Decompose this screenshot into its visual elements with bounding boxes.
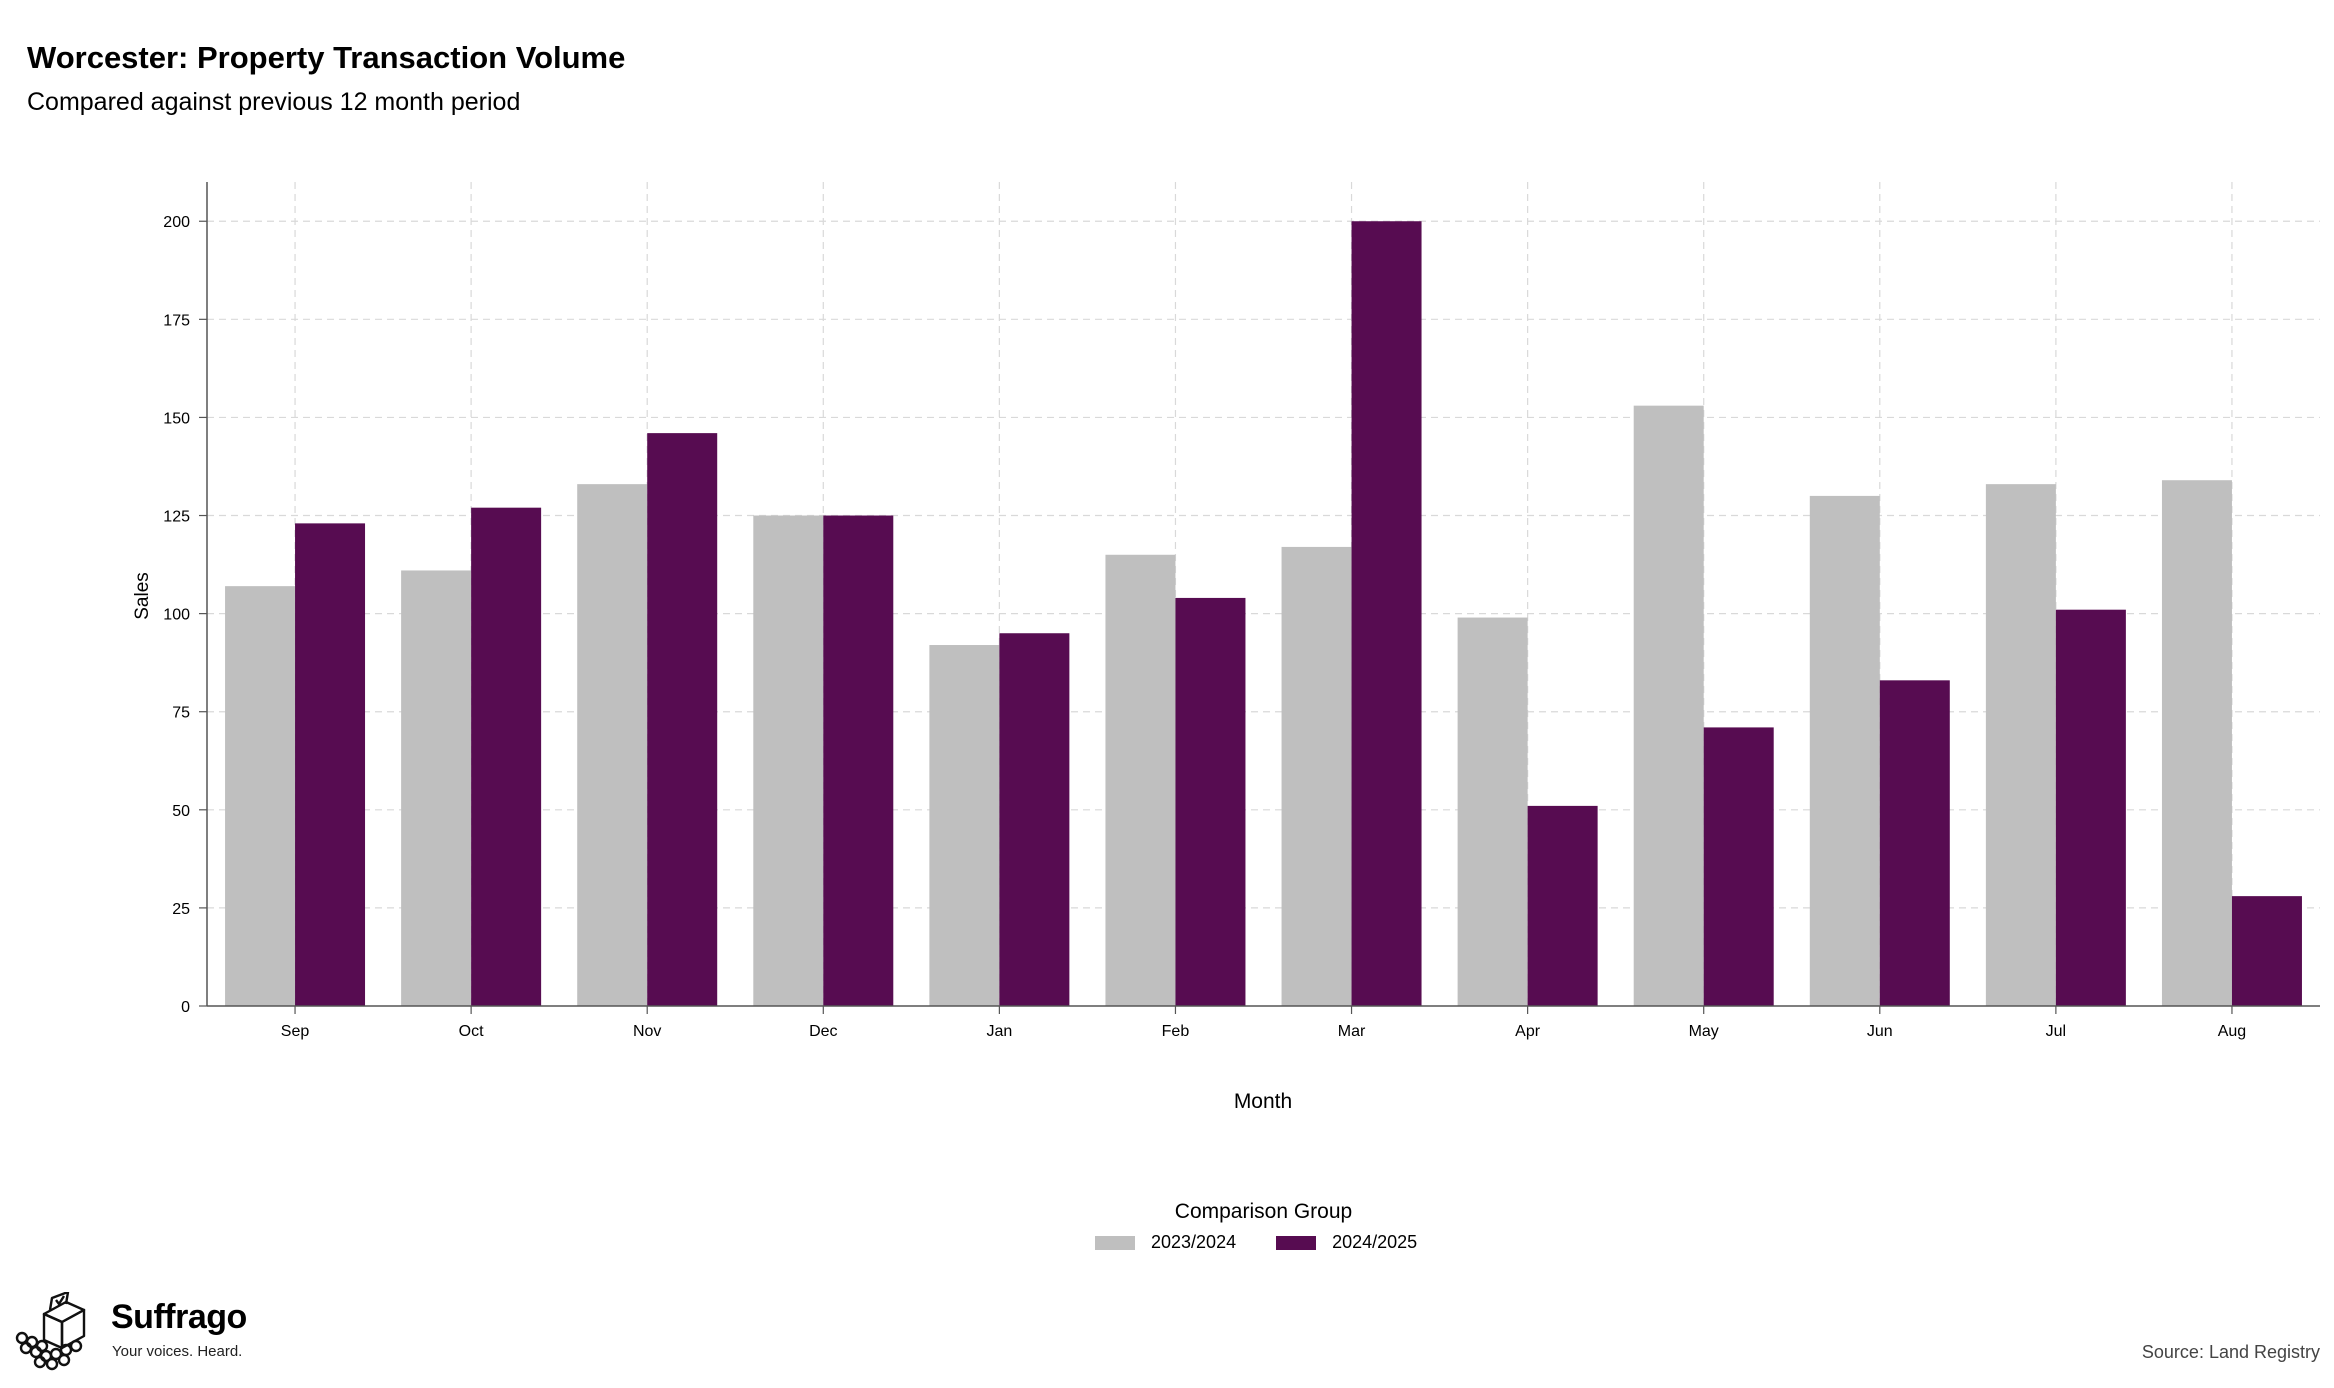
x-tick-label: Mar <box>1338 1023 1366 1040</box>
x-tick-label: Feb <box>1162 1023 1190 1040</box>
legend-item-2023-2024: 2023/2024 <box>1095 1232 1236 1253</box>
ballot-box-icon <box>15 1292 86 1371</box>
bar-nov-2023-2024 <box>577 484 648 1007</box>
bar-jun-2023-2024 <box>1809 495 1880 1006</box>
y-tick-label: 175 <box>163 312 190 329</box>
x-tick-label: Apr <box>1515 1023 1541 1040</box>
x-tick-label: Jan <box>986 1023 1012 1040</box>
legend-swatch <box>1276 1235 1317 1250</box>
bar-feb-2024-2025 <box>1175 597 1246 1006</box>
axes <box>199 182 2320 1014</box>
x-tick-label: Jun <box>1867 1023 1893 1040</box>
bar-may-2024-2025 <box>1703 727 1774 1006</box>
y-tick-label: 100 <box>163 607 190 624</box>
y-axis-label: Sales <box>132 572 153 620</box>
chart-title: Worcester: Property Transaction Volume <box>27 40 626 75</box>
y-tick-label: 75 <box>172 705 190 722</box>
source-note: Source: Land Registry <box>2141 1342 2320 1362</box>
legend-title: Comparison Group <box>1174 1200 1353 1223</box>
bar-jun-2024-2025 <box>1879 680 1950 1006</box>
x-tick-label: Aug <box>2218 1023 2246 1040</box>
x-tick-label: May <box>1689 1023 1719 1040</box>
y-tick-label: 125 <box>163 509 190 526</box>
bar-apr-2024-2025 <box>1527 805 1598 1006</box>
bars <box>225 221 2302 1007</box>
bar-sep-2024-2025 <box>295 523 366 1006</box>
bar-jan-2024-2025 <box>999 633 1070 1006</box>
bar-nov-2024-2025 <box>647 433 718 1007</box>
bar-chart: 0 25 50 75 100 125 150 175 200 Sep Oct Nov Dec Jan Feb… <box>132 182 2320 1113</box>
x-tick-label: Nov <box>633 1023 661 1040</box>
x-tick-label: Oct <box>459 1023 484 1040</box>
x-tick-label: Jul <box>2046 1023 2066 1040</box>
y-tick-label: 200 <box>163 214 190 231</box>
bar-mar-2024-2025 <box>1351 221 1422 1006</box>
legend-label: 2023/2024 <box>1151 1232 1237 1252</box>
legend-item-2024-2025: 2024/2025 <box>1276 1232 1417 1253</box>
x-axis-label: Month <box>1234 1090 1292 1113</box>
bar-apr-2023-2024 <box>1457 617 1528 1006</box>
chart-subtitle: Compared against previous 12 month perio… <box>27 88 521 116</box>
bar-dec-2024-2025 <box>823 515 894 1006</box>
bar-oct-2023-2024 <box>401 570 472 1006</box>
bar-oct-2024-2025 <box>471 507 542 1006</box>
bar-jan-2023-2024 <box>929 645 1000 1006</box>
bar-aug-2024-2025 <box>2231 896 2302 1006</box>
brand-tagline: Your voices. Heard. <box>112 1343 243 1360</box>
bar-jul-2023-2024 <box>1985 484 2056 1007</box>
legend-swatch <box>1095 1235 1135 1250</box>
bar-may-2023-2024 <box>1633 405 1704 1007</box>
bar-mar-2023-2024 <box>1281 546 1352 1006</box>
tick-labels: 0 25 50 75 100 125 150 175 200 Sep Oct Nov Dec Jan Feb… <box>163 214 2246 1040</box>
y-tick-label: 0 <box>181 999 190 1016</box>
bar-jul-2024-2025 <box>2055 609 2126 1006</box>
bar-sep-2023-2024 <box>225 586 296 1006</box>
x-tick-label: Sep <box>281 1023 310 1040</box>
bar-dec-2023-2024 <box>753 515 824 1006</box>
x-tick-label: Dec <box>809 1023 837 1040</box>
legend: 2023/2024 2024/2025 <box>1095 1232 1457 1253</box>
bar-aug-2023-2024 <box>2161 480 2232 1006</box>
bar-feb-2023-2024 <box>1105 554 1176 1006</box>
y-tick-label: 150 <box>163 410 190 427</box>
brand-name: Suffrago <box>111 1298 247 1336</box>
legend-label: 2024/2025 <box>1332 1232 1418 1252</box>
y-tick-label: 50 <box>172 803 190 820</box>
y-tick-label: 25 <box>172 901 190 918</box>
